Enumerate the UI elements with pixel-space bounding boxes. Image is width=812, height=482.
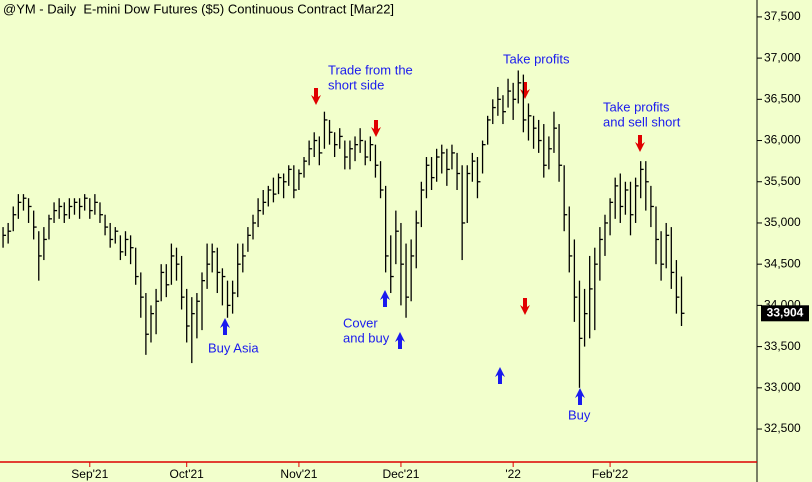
x-tick-label: '22 [505,467,521,481]
buy-arrow [220,318,230,335]
x-tick-label: Feb'22 [592,467,629,481]
y-tick-label: 33,000 [764,380,801,394]
sell-arrow [311,88,321,105]
x-tick-label: Sep'21 [71,467,108,481]
annotation: Trade from the [328,62,413,77]
y-tick-label: 37,000 [764,50,801,64]
buy-arrow [575,388,585,405]
y-tick-label: 35,000 [764,215,801,229]
last-price-label: 33,904 [767,305,804,319]
annotation: and sell short [603,114,681,129]
annotation: and buy [343,330,390,345]
sell-arrows [311,82,645,315]
y-tick-label: 35,500 [764,174,801,188]
buy-arrow [495,367,505,384]
buy-arrow [380,290,390,307]
x-tick-label: Oct'21 [170,467,205,481]
y-tick-label: 33,500 [764,339,801,353]
sell-arrow [520,298,530,315]
buy-arrow [395,332,405,349]
y-tick-label: 36,500 [764,91,801,105]
annotation: Buy [568,407,591,422]
annotation: Cover [343,315,378,330]
y-tick-label: 36,000 [764,133,801,147]
chart-title: @YM - Daily E-mini Dow Futures ($5) Cont… [3,1,394,16]
annotation: Buy Asia [208,340,259,355]
x-tick-label: Dec'21 [382,467,419,481]
x-tick-label: Nov'21 [280,467,317,481]
y-tick-label: 32,500 [764,421,801,435]
annotation: Take profits [503,51,570,66]
y-tick-label: 34,500 [764,256,801,270]
price-bars [2,70,685,388]
sell-arrow [635,135,645,152]
annotation: Take profits [603,99,670,114]
y-tick-label: 37,500 [764,9,801,23]
sell-arrow [371,120,381,137]
buy-arrows [220,290,585,405]
sell-arrow [520,82,530,99]
last-price-box [761,305,809,322]
annotations: Trade from the short side Take profits T… [208,51,681,422]
annotation: short side [328,77,384,92]
